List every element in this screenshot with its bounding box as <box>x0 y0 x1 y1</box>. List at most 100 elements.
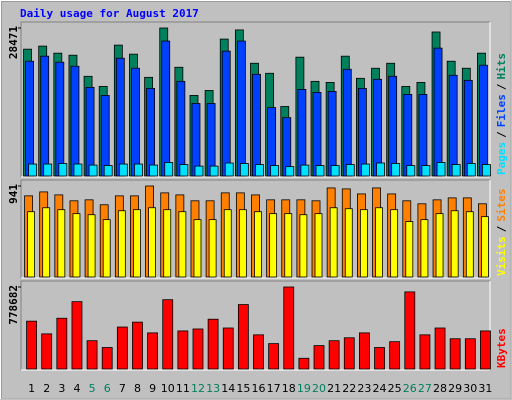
bar <box>448 74 458 177</box>
x-tick-label: 5 <box>89 382 96 395</box>
x-tick-label: 22 <box>342 382 356 395</box>
bar <box>391 163 401 177</box>
bar <box>224 162 234 177</box>
bar <box>191 103 201 177</box>
bar <box>481 216 489 278</box>
bar <box>73 163 83 177</box>
bar <box>176 80 186 177</box>
bar <box>435 213 444 278</box>
x-tick-label: 18 <box>282 382 296 395</box>
bar <box>253 334 264 370</box>
bar <box>313 345 325 370</box>
bar <box>132 321 143 370</box>
bar <box>26 320 37 370</box>
bar <box>238 209 247 278</box>
legend-entry: Files <box>495 94 508 127</box>
bar <box>208 219 217 278</box>
bar <box>297 88 307 177</box>
x-tick-label: 13 <box>206 382 220 395</box>
bar <box>421 165 431 177</box>
legend: KBytes <box>495 328 508 368</box>
x-tick-label: 23 <box>357 382 371 395</box>
bar <box>192 328 204 370</box>
bar <box>344 208 353 278</box>
bar <box>101 347 113 370</box>
bar <box>358 88 367 177</box>
bar <box>283 286 295 370</box>
bar <box>42 207 51 278</box>
bar <box>149 164 158 177</box>
bar <box>72 213 81 278</box>
bar <box>404 291 416 370</box>
chart-title: Daily usage for August 2017 <box>20 7 199 20</box>
bar <box>270 165 280 177</box>
legend-entry: Sites <box>495 189 508 222</box>
bar <box>162 299 174 370</box>
bar <box>327 91 337 177</box>
x-tick-label: 21 <box>327 382 341 395</box>
bar <box>115 57 125 177</box>
x-tick-label: 24 <box>373 382 387 395</box>
bar <box>43 163 53 177</box>
bar <box>449 338 461 370</box>
bar <box>450 210 459 278</box>
bar <box>361 163 370 177</box>
legend-separator: / <box>495 83 508 90</box>
x-tick-label: 14 <box>221 382 235 395</box>
bar <box>102 219 111 278</box>
bar <box>312 92 322 177</box>
bar <box>298 357 310 370</box>
bar <box>41 333 53 370</box>
bar <box>436 162 446 177</box>
bar <box>254 211 262 278</box>
bar <box>374 347 385 370</box>
bar <box>403 94 413 177</box>
bar <box>479 64 488 177</box>
bar <box>178 211 187 278</box>
bar <box>133 209 141 278</box>
legend: Pages / Files / Hits <box>495 53 508 175</box>
bar <box>236 40 246 177</box>
bar <box>27 211 35 278</box>
bar <box>179 164 189 177</box>
bar <box>56 317 68 370</box>
bar <box>85 86 95 177</box>
x-tick-label: 17 <box>267 382 281 395</box>
bar <box>88 164 98 177</box>
bar <box>55 61 65 177</box>
x-tick-label: 4 <box>73 382 80 395</box>
bar <box>58 163 68 177</box>
bar <box>57 209 66 278</box>
bar <box>269 213 278 278</box>
x-tick-label: 9 <box>149 382 156 395</box>
bar <box>390 209 399 278</box>
y-tick-label: 778682 <box>7 285 20 325</box>
x-tick-label: 31 <box>478 382 492 395</box>
bar <box>28 163 37 177</box>
bar <box>300 164 310 177</box>
bar <box>100 95 110 177</box>
bar <box>405 221 414 278</box>
x-tick-label: 25 <box>388 382 402 395</box>
bar <box>207 318 219 370</box>
x-tick-label: 27 <box>418 382 432 395</box>
bar <box>164 162 174 177</box>
x-tick-label: 6 <box>104 382 111 395</box>
bar <box>464 338 476 370</box>
bar <box>206 103 216 177</box>
x-tick-label: 30 <box>463 382 477 395</box>
bar <box>315 165 325 177</box>
bar <box>147 332 158 370</box>
y-tick-label: 941 <box>7 184 20 204</box>
bar <box>40 55 50 177</box>
bar <box>131 67 140 177</box>
bar <box>388 75 398 177</box>
bar <box>71 301 83 370</box>
bar <box>103 165 113 177</box>
legend-separator: / <box>495 131 508 138</box>
bar <box>134 163 143 177</box>
legend-entry: Pages <box>495 142 508 175</box>
bar <box>194 165 204 177</box>
